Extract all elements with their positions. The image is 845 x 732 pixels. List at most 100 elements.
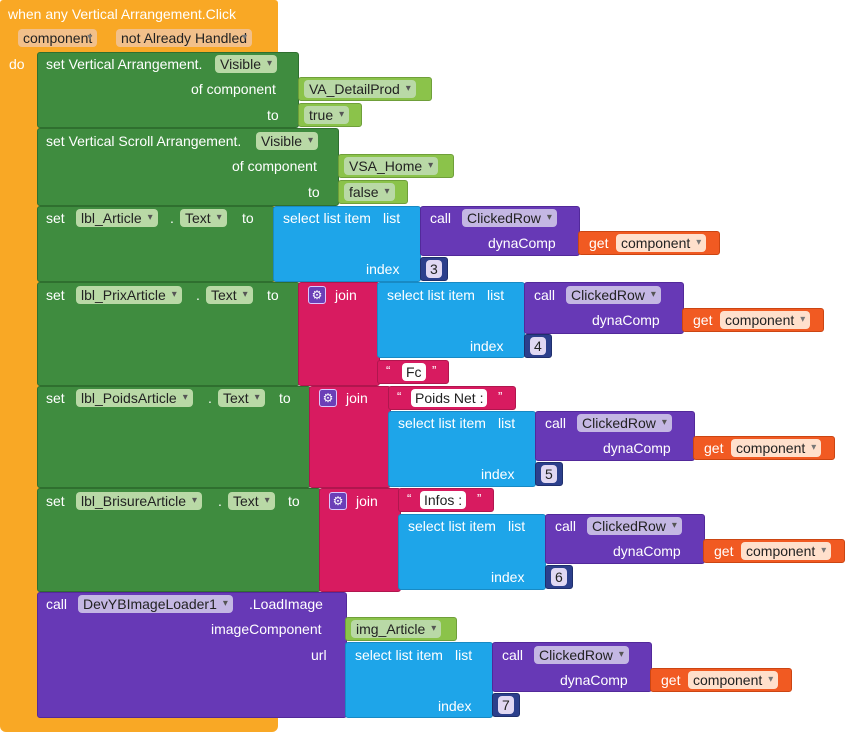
s7-dynacomp-label: dynaComp [560,672,628,688]
s7-select-block[interactable] [345,642,493,718]
s7-call-dropdown[interactable]: ClickedRow [534,646,629,664]
s4-string-value[interactable]: Fc [402,363,426,381]
s5-call-block[interactable] [535,411,695,461]
s5-index-label: index [481,466,515,482]
s6-quote-open: “ [407,491,412,506]
s5-call-label: call [545,415,567,431]
s4-set-label: set [46,287,65,303]
s6-call-dropdown[interactable]: ClickedRow [587,517,682,535]
s4-dynacomp-label: dynaComp [592,312,660,328]
s6-gear-icon[interactable]: ⚙ [329,492,347,510]
s6-to-label: to [288,493,300,509]
s4-index-value[interactable]: 4 [530,337,546,355]
s3-dynacomp-label: dynaComp [488,235,556,251]
param-not-already-handled[interactable]: not Already Handled [116,29,253,47]
s1-prop-dropdown[interactable]: Visible [215,55,277,73]
s4-quote-open: “ [386,363,391,378]
s5-get-label: get [704,440,724,456]
s5-to-label: to [279,390,291,406]
s6-dot: . [218,493,222,509]
s5-set-label: set [46,390,65,406]
s6-get-label: get [714,543,734,559]
s4-dot: . [196,287,200,303]
s5-call-dropdown[interactable]: ClickedRow [577,414,672,432]
event-title: when any Vertical Arrangement.Click [8,6,236,22]
s7-list-label: list [455,647,473,663]
s5-list-label: list [498,415,516,431]
s7-image-component-dropdown[interactable]: img_Article [351,620,442,638]
s4-component-dropdown[interactable]: lbl_PrixArticle [76,286,182,304]
s4-join-label: join [335,287,357,303]
s3-index-value[interactable]: 3 [426,260,442,278]
s4-select-label: select list item [387,287,475,303]
s5-component-dropdown[interactable]: lbl_PoidsArticle [76,389,193,407]
s4-call-dropdown[interactable]: ClickedRow [566,286,661,304]
s4-select-block[interactable] [377,282,525,358]
s5-join-label: join [346,390,368,406]
s3-get-label: get [589,235,609,251]
s5-gear-icon[interactable]: ⚙ [319,389,337,407]
s4-index-label: index [470,338,504,354]
s6-set-label: set [46,493,65,509]
s1-component-dropdown[interactable]: VA_DetailProd [304,80,416,98]
s3-call-label: call [430,210,452,226]
s3-component-dropdown[interactable]: lbl_Article [76,209,158,227]
s3-to-label: to [242,210,254,226]
s2-value-dropdown[interactable]: false [344,183,395,201]
s7-method-label: .LoadImage [249,596,323,612]
s7-call-label: call [46,596,68,612]
s7-component-dropdown[interactable]: DevYBImageLoader1 [78,595,233,613]
s5-get-dropdown[interactable]: component [731,439,822,457]
s6-index-label: index [491,569,525,585]
s7-get-label: get [661,672,681,688]
s7-index-value[interactable]: 7 [498,696,514,714]
s3-select-block[interactable] [273,206,421,282]
s6-select-block[interactable] [398,514,546,590]
s4-gear-icon[interactable]: ⚙ [308,286,326,304]
s4-get-dropdown[interactable]: component [720,311,811,329]
s7-select-label: select list item [355,647,443,663]
s3-get-dropdown[interactable]: component [616,234,707,252]
s7-get-dropdown[interactable]: component [688,671,779,689]
s2-prop-dropdown[interactable]: Visible [256,132,318,150]
s6-get-dropdown[interactable]: component [741,542,832,560]
s5-dot: . [208,390,212,406]
s5-prop-dropdown[interactable]: Text [218,389,265,407]
s6-string-value[interactable]: Infos : [420,491,467,509]
s2-of-component-label: of component [232,158,317,174]
s7-inner-call-label: call [502,647,524,663]
s3-index-label: index [366,261,400,277]
s4-quote-close: ” [432,363,437,378]
s2-component-dropdown[interactable]: VSA_Home [344,157,439,175]
s3-list-label: list [383,210,401,226]
s3-call-dropdown[interactable]: ClickedRow [462,209,557,227]
s2-set-label: set Vertical Scroll Arrangement. [46,133,242,149]
s1-value-dropdown[interactable]: true [304,106,350,124]
s1-of-component-label: of component [191,81,276,97]
s6-index-value[interactable]: 6 [551,568,567,586]
s4-prop-dropdown[interactable]: Text [206,286,253,304]
s5-string-value[interactable]: Poids Net : [411,389,488,407]
s7-image-component-label: imageComponent [211,621,322,637]
s4-call-label: call [534,287,556,303]
s6-quote-close: ” [477,491,482,506]
s3-prop-dropdown[interactable]: Text [180,209,227,227]
s5-quote-open: “ [397,389,402,404]
s4-list-label: list [487,287,505,303]
s5-select-label: select list item [398,415,486,431]
s1-to-label: to [267,107,279,123]
s6-prop-dropdown[interactable]: Text [228,492,275,510]
s6-dynacomp-label: dynaComp [613,543,681,559]
s5-index-value[interactable]: 5 [541,465,557,483]
s6-select-label: select list item [408,518,496,534]
param-component[interactable]: component [18,29,98,47]
s6-call-label: call [555,518,577,534]
s4-to-label: to [267,287,279,303]
s7-index-label: index [438,698,472,714]
s7-url-label: url [311,647,327,663]
s6-component-dropdown[interactable]: lbl_BrisureArticle [76,492,203,510]
s1-set-label: set Vertical Arrangement. [46,56,203,72]
s6-join-label: join [356,493,378,509]
call-loadimage-block[interactable] [37,592,347,718]
s6-list-label: list [508,518,526,534]
